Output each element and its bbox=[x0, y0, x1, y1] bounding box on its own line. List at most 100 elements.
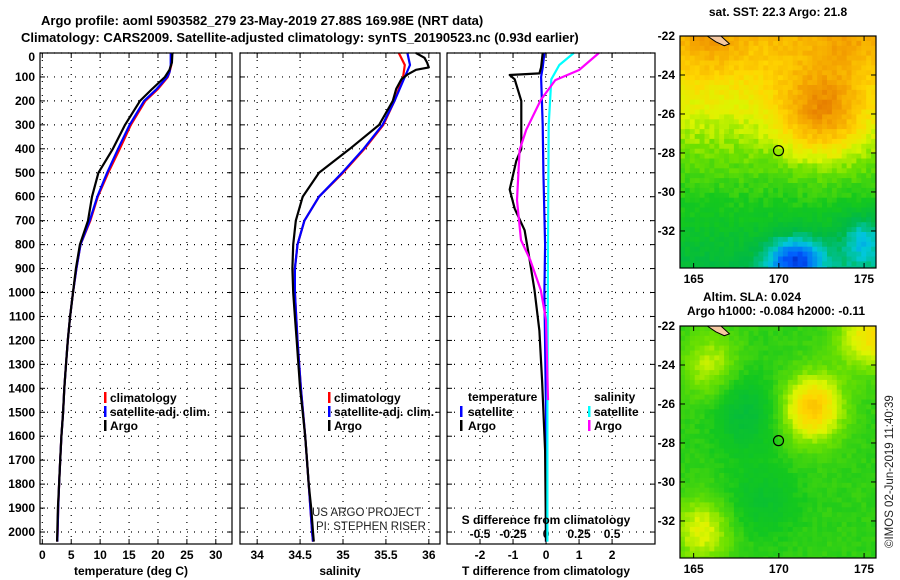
map-cell bbox=[851, 134, 857, 140]
map-cell bbox=[787, 192, 794, 199]
map-cell bbox=[871, 517, 876, 523]
map-cell bbox=[778, 227, 784, 233]
map-cell bbox=[851, 438, 857, 444]
map-cell bbox=[866, 197, 872, 203]
map-cell bbox=[680, 375, 686, 381]
map-cell bbox=[719, 546, 725, 552]
map-cell bbox=[866, 207, 872, 213]
map-cell bbox=[689, 109, 696, 115]
map-cell bbox=[797, 163, 803, 169]
map-cell bbox=[773, 507, 779, 513]
map-cell bbox=[704, 266, 710, 268]
map-cell bbox=[758, 114, 764, 120]
map-cell bbox=[851, 45, 857, 52]
map-cell bbox=[807, 389, 813, 395]
map-cell bbox=[851, 492, 857, 498]
map-cell bbox=[792, 433, 798, 440]
map-cell bbox=[719, 492, 725, 498]
map-cell bbox=[743, 384, 749, 391]
map-cell bbox=[689, 443, 696, 449]
map-cell bbox=[758, 546, 764, 552]
map-cell bbox=[866, 119, 872, 125]
map-cell bbox=[748, 114, 754, 120]
map-cell bbox=[831, 350, 838, 356]
map-cell bbox=[748, 497, 754, 503]
map-cell bbox=[866, 414, 872, 420]
map-cell bbox=[729, 424, 735, 430]
map-cell bbox=[699, 40, 705, 47]
map-cell bbox=[812, 70, 818, 76]
map-cell bbox=[836, 197, 843, 203]
map-cell bbox=[871, 222, 876, 228]
map-cell bbox=[680, 330, 686, 337]
map-cell bbox=[768, 379, 774, 386]
map-cell bbox=[738, 399, 745, 405]
map-cell bbox=[763, 487, 769, 493]
map-cell bbox=[733, 360, 740, 366]
map-cell bbox=[802, 192, 808, 199]
map-cell bbox=[699, 129, 705, 135]
map-cell bbox=[778, 360, 784, 366]
map-cell bbox=[694, 453, 700, 459]
map-cell bbox=[812, 80, 818, 86]
map-cell bbox=[773, 227, 779, 233]
map-cell bbox=[856, 183, 862, 189]
map-cell bbox=[743, 94, 749, 101]
map-cell bbox=[797, 202, 803, 208]
map-cell bbox=[773, 138, 779, 145]
map-cell bbox=[714, 50, 720, 56]
map-cell bbox=[724, 409, 730, 415]
panel-frame bbox=[39, 52, 233, 545]
map-cell bbox=[709, 438, 715, 444]
map-cell bbox=[778, 109, 784, 115]
map-cell bbox=[797, 109, 803, 115]
map-cell bbox=[729, 261, 735, 267]
map-cell bbox=[748, 99, 754, 105]
map-cell bbox=[699, 419, 705, 425]
map-cell bbox=[797, 138, 803, 145]
map-cell bbox=[748, 433, 754, 440]
map-cell bbox=[866, 232, 872, 238]
map-cell bbox=[753, 148, 759, 154]
map-cell bbox=[856, 448, 862, 454]
map-cell bbox=[866, 502, 872, 508]
map-cell bbox=[738, 477, 745, 484]
map-cell bbox=[763, 60, 769, 66]
map-cell bbox=[782, 330, 789, 337]
map-cell bbox=[871, 89, 876, 96]
map-cell bbox=[684, 94, 691, 101]
map-cell bbox=[709, 40, 715, 47]
map-cell bbox=[792, 129, 798, 135]
map-cell bbox=[792, 114, 798, 120]
map-cell bbox=[680, 138, 686, 145]
map-cell bbox=[822, 512, 828, 518]
depth-tick-label: 1600 bbox=[8, 429, 35, 443]
map-cell bbox=[724, 370, 730, 376]
map-cell bbox=[782, 94, 789, 101]
lon-tick-label: 175 bbox=[854, 272, 874, 286]
map-cell bbox=[714, 232, 720, 238]
map-cell bbox=[719, 75, 725, 81]
map-cell bbox=[866, 183, 872, 189]
map-cell bbox=[792, 85, 798, 91]
map-cell bbox=[743, 473, 749, 479]
map-cell bbox=[827, 487, 833, 493]
map-cell bbox=[768, 512, 774, 518]
map-cell bbox=[719, 541, 725, 547]
map-cell bbox=[719, 399, 725, 405]
map-cell bbox=[758, 85, 764, 91]
map-cell bbox=[856, 99, 862, 105]
map-cell bbox=[836, 473, 843, 479]
map-cell bbox=[773, 236, 779, 243]
map-cell bbox=[782, 207, 789, 213]
lat-tick-label: -26 bbox=[658, 107, 676, 121]
map-cell bbox=[689, 463, 696, 469]
map-cell bbox=[758, 138, 764, 145]
map-cell bbox=[704, 207, 710, 213]
map-cell bbox=[807, 463, 813, 469]
map-cell bbox=[822, 365, 828, 371]
map-cell bbox=[763, 212, 769, 218]
map-cell bbox=[861, 507, 867, 513]
map-cell bbox=[812, 36, 818, 42]
map-cell bbox=[807, 55, 813, 61]
